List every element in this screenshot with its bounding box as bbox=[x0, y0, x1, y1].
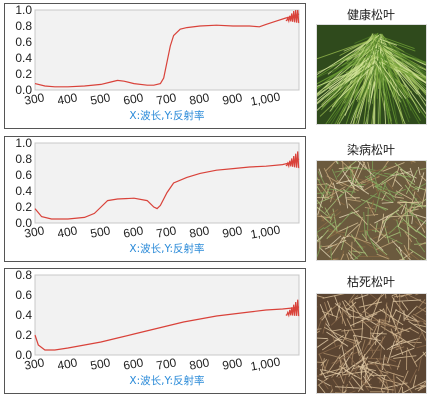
x-tick-label: 1,000 bbox=[249, 355, 281, 374]
x-tick-label: 300 bbox=[23, 223, 45, 240]
x-tick-label: 600 bbox=[122, 223, 144, 240]
y-tick-label: 0.4 bbox=[15, 184, 32, 198]
reflectance-series-noise bbox=[285, 151, 300, 169]
x-tick-label: 800 bbox=[188, 90, 210, 107]
x-tick-label: 400 bbox=[56, 355, 78, 372]
y-tick-label: 0.0 bbox=[15, 348, 32, 362]
x-tick-label: 900 bbox=[221, 90, 243, 107]
y-tick-label: 0.4 bbox=[15, 308, 32, 322]
x-tick-label: 1,000 bbox=[249, 90, 281, 109]
x-tick-label: 900 bbox=[221, 223, 243, 240]
x-tick-label: 800 bbox=[188, 223, 210, 240]
chart-panel-dead: 0.0 0.2 0.4 0.6 0.8 300 400 500 600 700 800 900 1,00… bbox=[4, 268, 306, 394]
y-tick-label: 0.6 bbox=[15, 288, 32, 302]
x-tick-label: 700 bbox=[155, 90, 177, 107]
y-tick-label: 0.2 bbox=[15, 328, 32, 342]
y-tick-label: 0.8 bbox=[15, 19, 32, 33]
x-tick-label: 400 bbox=[56, 223, 78, 240]
photo-caption-diseased: 染病松叶 bbox=[346, 143, 395, 157]
reflectance-series-line bbox=[34, 158, 300, 220]
reflectance-chart-dead: 0.0 0.2 0.4 0.6 0.8 300 400 500 600 700 800 900 1,00… bbox=[15, 268, 300, 387]
reflectance-chart-diseased: 0.0 0.2 0.4 0.6 0.8 1.0 300 400 500 600 700 800 900 1… bbox=[15, 136, 300, 255]
y-tick-label: 0.6 bbox=[15, 168, 32, 182]
photo-caption-dead: 枯死松叶 bbox=[346, 275, 395, 289]
y-tick-label: 1.0 bbox=[15, 137, 32, 150]
x-tick-label: 600 bbox=[122, 90, 144, 107]
x-tick-label: 500 bbox=[89, 355, 111, 372]
chart-panel-healthy: 0.0 0.2 0.4 0.6 0.8 1.0 300 400 500 600 700 800 900 1… bbox=[4, 3, 306, 129]
x-tick-label: 900 bbox=[221, 355, 243, 372]
x-tick-label: 700 bbox=[155, 355, 177, 372]
y-tick-label: 0.2 bbox=[15, 200, 32, 214]
x-tick-label: 300 bbox=[23, 90, 45, 107]
healthy-pine-needles-photo bbox=[316, 24, 427, 125]
y-tick-label: 0.2 bbox=[15, 67, 32, 81]
y-tick-label: 0.0 bbox=[15, 216, 32, 230]
y-tick-label: 0.8 bbox=[15, 152, 32, 166]
reflectance-series-noise bbox=[285, 9, 300, 24]
x-tick-label: 500 bbox=[89, 90, 111, 107]
plot-area bbox=[34, 9, 300, 91]
x-tick-label: 700 bbox=[155, 223, 177, 240]
axis-caption: X:波长,Y:反射率 bbox=[129, 374, 204, 387]
reflectance-chart-healthy: 0.0 0.2 0.4 0.6 0.8 1.0 300 400 500 600 700 800 900 1… bbox=[15, 3, 300, 122]
x-tick-label: 600 bbox=[122, 355, 144, 372]
dead-pine-needles-photo bbox=[316, 293, 427, 394]
plot-area bbox=[34, 142, 300, 224]
x-tick-label: 400 bbox=[56, 90, 78, 107]
x-tick-label: 300 bbox=[23, 355, 45, 372]
axis-caption: X:波长,Y:反射率 bbox=[129, 242, 204, 255]
reflectance-series-noise bbox=[285, 299, 300, 318]
x-tick-label: 800 bbox=[188, 355, 210, 372]
reflectance-series-line bbox=[34, 13, 300, 88]
x-tick-label: 1,000 bbox=[249, 223, 281, 242]
y-tick-label: 0.6 bbox=[15, 35, 32, 49]
chart-panel-diseased: 0.0 0.2 0.4 0.6 0.8 1.0 300 400 500 600 700 800 900 1… bbox=[4, 136, 306, 262]
x-tick-label: 500 bbox=[89, 223, 111, 240]
photo-caption-healthy: 健康松叶 bbox=[346, 8, 395, 22]
reflectance-series-line bbox=[34, 306, 300, 351]
y-tick-label: 0.4 bbox=[15, 51, 32, 65]
y-tick-label: 0.8 bbox=[15, 269, 32, 282]
y-tick-label: 0.0 bbox=[15, 83, 32, 97]
axis-caption: X:波长,Y:反射率 bbox=[129, 109, 204, 122]
plot-area bbox=[34, 274, 300, 356]
y-tick-label: 1.0 bbox=[15, 4, 32, 17]
diseased-pine-needles-photo bbox=[316, 160, 427, 261]
